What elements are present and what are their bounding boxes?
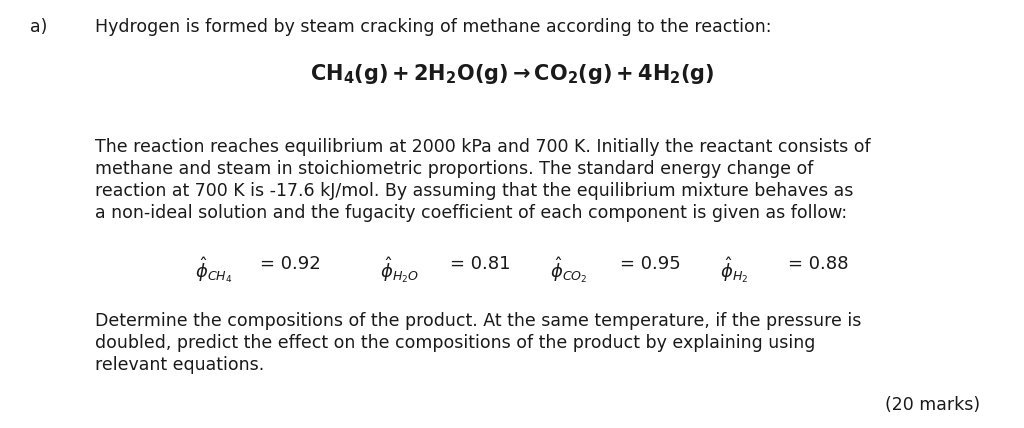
- Text: $\hat{\phi}_{H_2}$: $\hat{\phi}_{H_2}$: [720, 255, 749, 285]
- Text: $\hat{\phi}_{CH_4}$: $\hat{\phi}_{CH_4}$: [195, 255, 232, 285]
- Text: a non-ideal solution and the fugacity coefficient of each component is given as : a non-ideal solution and the fugacity co…: [95, 204, 847, 222]
- Text: Determine the compositions of the product. At the same temperature, if the press: Determine the compositions of the produc…: [95, 312, 861, 330]
- Text: relevant equations.: relevant equations.: [95, 356, 264, 374]
- Text: $\hat{\phi}_{H_2O}$: $\hat{\phi}_{H_2O}$: [380, 255, 419, 285]
- Text: = 0.88: = 0.88: [788, 255, 849, 273]
- Text: The reaction reaches equilibrium at 2000 kPa and 700 K. Initially the reactant c: The reaction reaches equilibrium at 2000…: [95, 138, 870, 156]
- Text: = 0.81: = 0.81: [450, 255, 511, 273]
- Text: a): a): [30, 18, 47, 36]
- Text: Hydrogen is formed by steam cracking of methane according to the reaction:: Hydrogen is formed by steam cracking of …: [95, 18, 771, 36]
- Text: reaction at 700 K is -17.6 kJ/mol. By assuming that the equilibrium mixture beha: reaction at 700 K is -17.6 kJ/mol. By as…: [95, 182, 853, 200]
- Text: $\mathbf{CH_4(g)+2H_2O(g)\rightarrow CO_2(g)+4H_2(g)}$: $\mathbf{CH_4(g)+2H_2O(g)\rightarrow CO_…: [309, 62, 715, 86]
- Text: = 0.95: = 0.95: [620, 255, 681, 273]
- Text: doubled, predict the effect on the compositions of the product by explaining usi: doubled, predict the effect on the compo…: [95, 334, 815, 352]
- Text: $\hat{\phi}_{CO_2}$: $\hat{\phi}_{CO_2}$: [550, 255, 588, 285]
- Text: = 0.92: = 0.92: [260, 255, 321, 273]
- Text: (20 marks): (20 marks): [885, 396, 980, 414]
- Text: methane and steam in stoichiometric proportions. The standard energy change of: methane and steam in stoichiometric prop…: [95, 160, 813, 178]
